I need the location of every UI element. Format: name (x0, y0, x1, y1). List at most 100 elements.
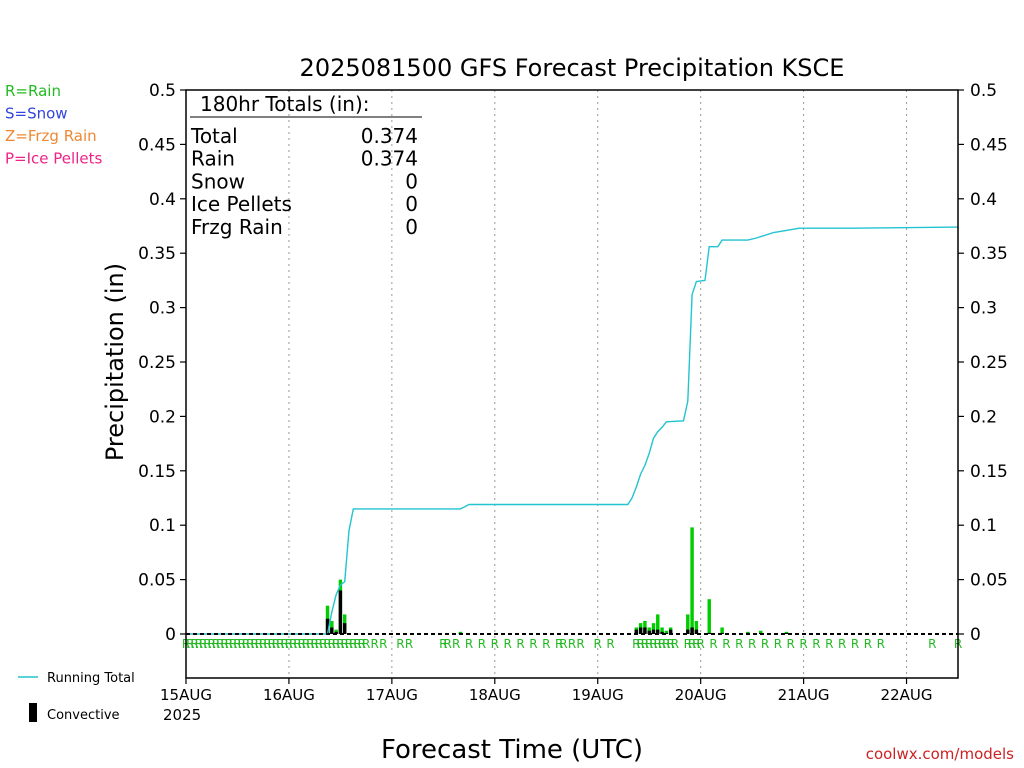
rain-marker: R (654, 637, 662, 651)
y-tick-label-right: 0.05 (970, 571, 1008, 591)
rain-marker: R (559, 637, 567, 651)
rain-marker: R (761, 637, 769, 651)
rain-marker: R (246, 637, 254, 651)
y-tick-label-left: 0.15 (138, 462, 176, 482)
convective-bar (338, 590, 343, 634)
totals-row-label: Total (190, 124, 238, 148)
y-tick-label-right: 0.2 (970, 407, 997, 427)
y-tick-label-left: 0.2 (149, 407, 176, 427)
rain-marker: R (220, 637, 228, 651)
convective-bar (647, 630, 651, 634)
rain-marker: R (276, 637, 284, 651)
y-tick-label-left: 0.25 (138, 353, 176, 373)
totals-row-value: 0.374 (361, 124, 418, 148)
rain-marker: R (696, 637, 704, 651)
precip-bar (758, 630, 763, 634)
rain-marker: R (478, 637, 486, 651)
rain-marker: R (190, 637, 198, 651)
rain-marker: R (641, 637, 649, 651)
rain-marker: R (503, 637, 511, 651)
rain-marker: R (336, 637, 344, 651)
rain-marker: R (799, 637, 807, 651)
credit-label: coolwx.com/models (866, 745, 1014, 763)
rain-marker: R (684, 637, 692, 651)
convective-legend-label: Convective (47, 708, 120, 723)
y-tick-label-right: 0.5 (970, 81, 997, 101)
rain-markers: RRRRRRRRRRRRRRRRRRRRRRRRRRRRRRRRRRRRRRRR… (182, 637, 962, 651)
type-legend-item: P=Ice Pellets (5, 150, 102, 168)
rain-marker: R (658, 637, 666, 651)
rain-marker: R (722, 637, 730, 651)
rain-marker: R (358, 637, 366, 651)
x-tick-label: 16AUG (263, 686, 315, 704)
rain-marker: R (315, 637, 323, 651)
rain-marker: R (666, 637, 674, 651)
rain-marker: R (328, 637, 336, 651)
y-tick-label-left: 0.1 (149, 516, 176, 536)
type-legend-item: Z=Frzg Rain (5, 127, 97, 145)
convective-bar (686, 629, 690, 634)
convective-bar (664, 632, 669, 634)
rain-marker: R (606, 637, 614, 651)
rain-marker: R (838, 637, 846, 651)
rain-marker: R (671, 637, 679, 651)
rain-marker: R (208, 637, 216, 651)
rain-marker: R (203, 637, 211, 651)
totals-box: 180hr Totals (in): Total 0.374 Rain 0.374 Sn… (190, 92, 422, 239)
rain-marker: R (229, 637, 237, 651)
totals-heading: 180hr Totals (in): (200, 92, 370, 116)
y-tick-label-left: 0.35 (138, 244, 176, 264)
rain-marker: R (688, 637, 696, 651)
rain-marker: R (298, 637, 306, 651)
y-tick-label-left: 0.3 (149, 299, 176, 319)
convective-bar (690, 627, 694, 634)
rain-marker: R (353, 637, 361, 651)
rain-marker: R (636, 637, 644, 651)
rain-marker: R (199, 637, 207, 651)
rain-marker: R (255, 637, 263, 651)
rain-marker: R (323, 637, 331, 651)
x-tick-label: 21AUG (778, 686, 830, 704)
rain-marker: R (405, 637, 413, 651)
rain-marker: R (864, 637, 872, 651)
x-tick-label: 18AUG (469, 686, 521, 704)
convective-bar (342, 623, 347, 634)
y-tick-label-left: 0.4 (149, 190, 176, 210)
precip-bars (325, 527, 789, 634)
rain-marker: R (396, 637, 404, 651)
rain-marker: R (362, 637, 370, 651)
plot-frame (185, 89, 959, 679)
rain-marker: R (576, 637, 584, 651)
x-tick-label: 17AUG (366, 686, 418, 704)
precip-bar (664, 630, 669, 634)
totals-row-value: 0.374 (361, 147, 418, 171)
rain-marker: R (280, 637, 288, 651)
convective-bar (325, 618, 330, 634)
series-legend: Running Total Convective (18, 671, 135, 723)
y-tick-label-right: 0.1 (970, 516, 997, 536)
rain-marker: R (306, 637, 314, 651)
precip-bar (660, 627, 664, 634)
rain-marker: R (263, 637, 271, 651)
rain-marker: R (443, 637, 451, 651)
convective-bar (720, 632, 724, 634)
rain-marker: R (465, 637, 473, 651)
rain-marker: R (268, 637, 276, 651)
x-tick-label: 22AUG (881, 686, 933, 704)
totals-row-value: 0 (405, 169, 418, 193)
rain-marker: R (877, 637, 885, 651)
rain-marker: R (285, 637, 293, 651)
rain-marker: R (491, 637, 499, 651)
rain-marker: R (225, 637, 233, 651)
y-tick-label-left: 0.05 (138, 571, 176, 591)
rain-marker: R (568, 637, 576, 651)
convective-bar (643, 627, 647, 634)
rain-marker: R (310, 637, 318, 651)
totals-row-label: Frzg Rain (191, 215, 283, 239)
running-total-legend-label: Running Total (47, 671, 135, 686)
type-legend-item: R=Rain (5, 82, 61, 100)
rain-marker: R (272, 637, 280, 651)
rain-marker: R (371, 637, 379, 651)
y-tick-label-left: 0 (165, 625, 176, 645)
